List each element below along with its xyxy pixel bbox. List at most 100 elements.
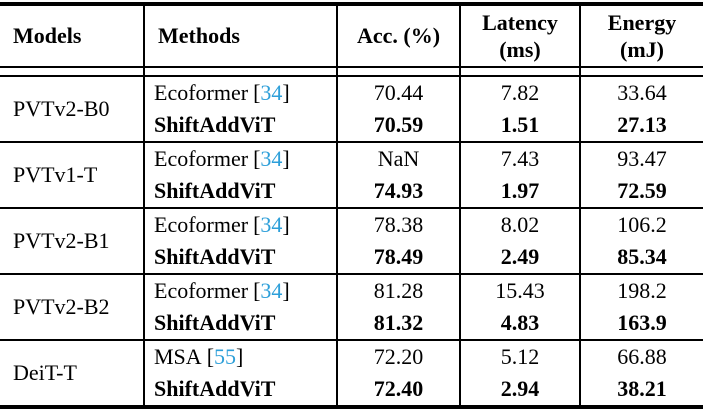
model-cell: PVTv2-B1 — [0, 207, 145, 274]
method-label: Ecoformer — [154, 212, 249, 237]
acc-cell: 78.38 — [337, 207, 461, 241]
model-cell: PVTv2-B2 — [0, 273, 145, 340]
method-cell: ShiftAddViT — [144, 109, 338, 142]
method-label: Ecoformer — [154, 80, 249, 105]
acc-cell: 81.28 — [337, 273, 461, 307]
citation-bracket-close: ] — [282, 146, 290, 171]
latency-cell: 2.94 — [460, 373, 581, 407]
column-header-latency: Latency (ms) — [460, 4, 581, 67]
citation-bracket-open: [ — [206, 344, 215, 369]
double-rule-segment — [144, 66, 338, 77]
energy-cell: 38.21 — [617, 376, 667, 401]
citation-bracket-open: [ — [253, 146, 261, 171]
acc-cell: 70.59 — [337, 109, 461, 142]
energy-cell: 33.64 — [617, 80, 667, 105]
table-row: ShiftAddViT 74.93 1.97 72.59 — [0, 175, 703, 208]
latency-cell: 1.51 — [460, 109, 581, 142]
method-label: Ecoformer — [154, 278, 249, 303]
table-row: DeiT-T MSA [55] 72.20 5.12 66.88 — [0, 339, 703, 407]
method-label: MSA — [154, 344, 202, 369]
header-row: Models Methods Acc. (%) Latency (ms) Ene… — [0, 4, 703, 67]
energy-cell: 66.88 — [580, 339, 703, 373]
latency-cell: 1.97 — [460, 175, 581, 208]
acc-cell: 78.49 — [337, 241, 461, 274]
method-cell: ShiftAddViT — [144, 373, 338, 407]
column-header-acc: Acc. (%) — [337, 4, 461, 67]
method-label: Ecoformer — [154, 146, 249, 171]
citation-bracket-open: [ — [253, 212, 261, 237]
table-row: PVTv2-B0 Ecoformer [34] 70.44 7.82 33.64 — [0, 76, 703, 142]
method-cell: ShiftAddViT — [144, 175, 338, 208]
method-cell: Ecoformer [34] — [144, 76, 338, 109]
double-rule-segment — [580, 66, 703, 77]
table-row: PVTv2-B1 Ecoformer [34] 78.38 8.02 106.2 — [0, 207, 703, 274]
method-label: ShiftAddViT — [154, 310, 276, 335]
latency-cell: 5.12 — [460, 339, 581, 373]
energy-header-line1: Energy — [607, 10, 677, 35]
energy-cell: 198.2 — [580, 273, 703, 307]
citation-bracket-close: ] — [282, 278, 290, 303]
citation-link[interactable]: 34 — [260, 80, 283, 105]
double-rule-segment — [460, 66, 581, 77]
double-rule-segment — [0, 66, 145, 77]
energy-cell: 72.59 — [617, 178, 667, 203]
table-row: ShiftAddViT 78.49 2.49 85.34 — [0, 241, 703, 274]
latency-cell: 4.83 — [460, 307, 581, 340]
acc-cell: 81.32 — [337, 307, 461, 340]
method-cell: ShiftAddViT — [144, 307, 338, 340]
latency-header-line2: (ms) — [499, 37, 541, 62]
method-label: ShiftAddViT — [154, 376, 276, 401]
citation-bracket-open: [ — [253, 80, 261, 105]
model-cell: DeiT-T — [0, 339, 145, 407]
energy-cell: 85.34 — [617, 244, 667, 269]
energy-cell: 106.2 — [580, 207, 703, 241]
double-rule-segment — [337, 66, 461, 77]
citation-bracket-close: ] — [236, 344, 244, 369]
table-row: ShiftAddViT 70.59 1.51 27.13 — [0, 109, 703, 142]
acc-cell: 72.20 — [337, 339, 461, 373]
citation-bracket-close: ] — [282, 212, 290, 237]
method-label: ShiftAddViT — [154, 244, 276, 269]
citation-link[interactable]: 55 — [214, 344, 237, 369]
column-header-models: Models — [0, 4, 145, 67]
table-row: ShiftAddViT 72.40 2.94 38.21 — [0, 373, 703, 407]
column-header-methods: Methods — [144, 4, 338, 67]
energy-header-line2: (mJ) — [620, 37, 664, 62]
method-cell: Ecoformer [34] — [144, 273, 338, 307]
acc-cell: 70.44 — [337, 76, 461, 109]
citation-bracket-open: [ — [253, 278, 261, 303]
latency-cell: 8.02 — [460, 207, 581, 241]
citation-link[interactable]: 34 — [260, 212, 283, 237]
acc-cell: 74.93 — [337, 175, 461, 208]
latency-cell: 7.82 — [460, 76, 581, 109]
table-body: PVTv2-B0 Ecoformer [34] 70.44 7.82 33.64 … — [0, 66, 703, 407]
method-cell: MSA [55] — [144, 339, 338, 373]
energy-cell: 163.9 — [617, 310, 667, 335]
model-cell: PVTv2-B0 — [0, 76, 145, 142]
energy-cell: 93.47 — [580, 141, 703, 175]
latency-cell: 15.43 — [460, 273, 581, 307]
model-cell: PVTv1-T — [0, 141, 145, 208]
acc-cell: NaN — [337, 141, 461, 175]
method-cell: ShiftAddViT — [144, 241, 338, 274]
method-cell: Ecoformer [34] — [144, 207, 338, 241]
acc-cell: 72.40 — [337, 373, 461, 407]
method-cell: Ecoformer [34] — [144, 141, 338, 175]
column-header-energy: Energy (mJ) — [580, 4, 703, 67]
latency-cell: 2.49 — [460, 241, 581, 274]
citation-bracket-close: ] — [282, 80, 290, 105]
method-label: ShiftAddViT — [154, 112, 276, 137]
energy-cell: 27.13 — [617, 112, 667, 137]
method-label: ShiftAddViT — [154, 178, 276, 203]
table-row: ShiftAddViT 81.32 4.83 163.9 — [0, 307, 703, 340]
table-row: PVTv2-B2 Ecoformer [34] 81.28 15.43 198.2 — [0, 273, 703, 340]
header-body-double-rule — [0, 66, 703, 77]
latency-cell: 7.43 — [460, 141, 581, 175]
citation-link[interactable]: 34 — [260, 278, 283, 303]
table-header: Models Methods Acc. (%) Latency (ms) Ene… — [0, 4, 703, 67]
citation-link[interactable]: 34 — [260, 146, 283, 171]
latency-header-line1: Latency — [482, 10, 558, 35]
table-row: PVTv1-T Ecoformer [34] NaN 7.43 93.47 — [0, 141, 703, 208]
